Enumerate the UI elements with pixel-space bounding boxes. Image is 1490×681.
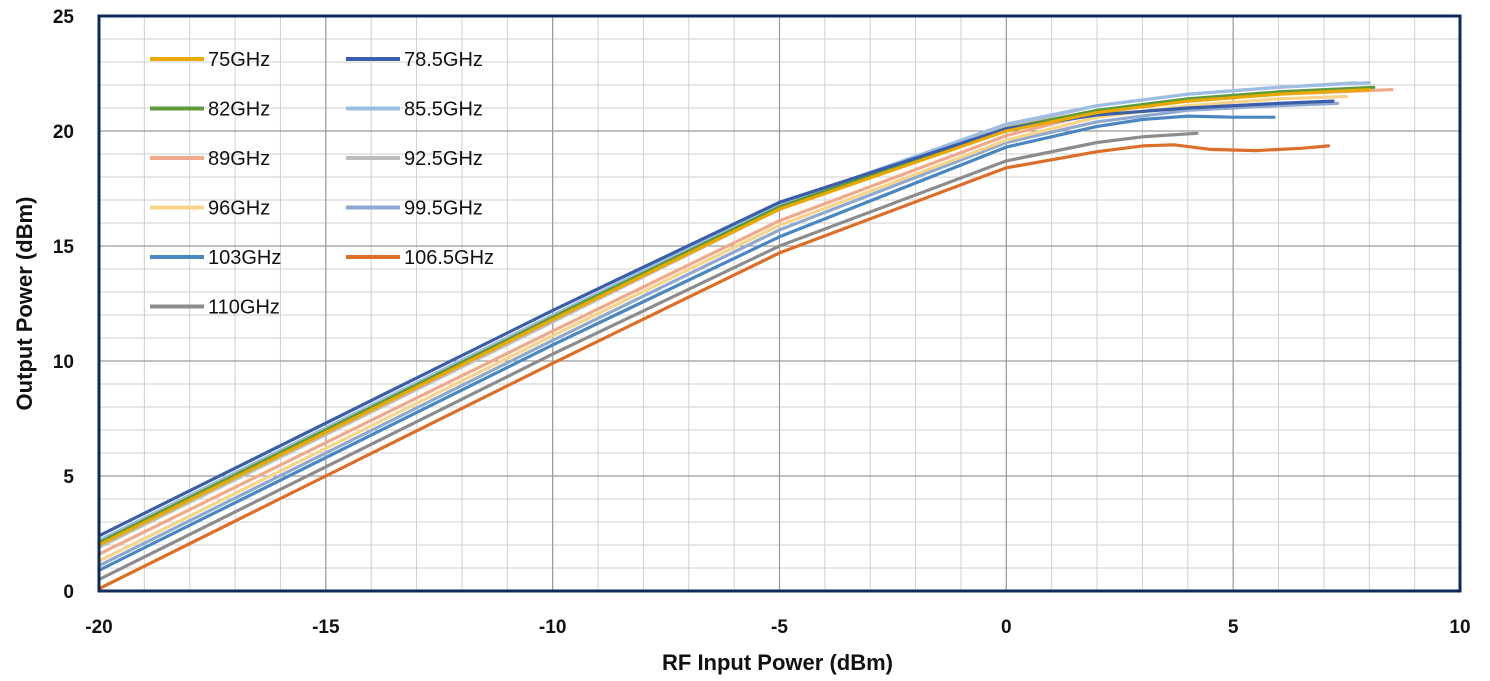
plot-area-frame [97,14,1462,593]
y-tick-label: 0 [63,582,74,603]
x-tick-label: 10 [1449,617,1470,638]
series-line-110GHz [97,131,1199,582]
legend-label: 75GHz [208,49,270,71]
legend-label: 96GHz [208,198,270,220]
series-line-96GHz [97,94,1349,563]
major-gridlines [98,15,1461,592]
legend-label: 78.5GHz [404,49,483,71]
series-line-85.5GHz [97,81,1371,542]
x-tick-label: 0 [1001,617,1012,638]
legend-label: 99.5GHz [404,198,483,220]
x-tick-label: -10 [539,617,566,638]
series-line-106.5GHz [97,143,1330,591]
series-line-75GHz [97,88,1371,547]
series-line-82GHz [97,85,1376,545]
y-tick-label: 25 [53,7,75,28]
y-tick-label: 15 [53,237,75,258]
y-axis-title: Output Power (dBm) [12,197,37,411]
legend-label: 82GHz [208,99,270,121]
legend-label: 85.5GHz [404,99,483,121]
series-line-99.5GHz [97,101,1340,568]
y-axis-tick-labels: 0 5 10 15 20 25 [53,7,75,603]
y-tick-label: 5 [63,467,74,488]
x-tick-label: 5 [1228,617,1239,638]
x-axis-title: RF Input Power (dBm) [662,650,893,675]
y-tick-label: 20 [53,122,74,143]
legend-label: 89GHz [208,148,270,170]
x-tick-label: -15 [312,617,340,638]
y-tick-label: 10 [53,352,74,373]
legend-label: 103GHz [208,247,281,269]
series-lines [97,81,1394,591]
x-tick-label: -5 [771,617,788,638]
x-axis-tick-labels: -20 -15 -10 -5 0 5 10 [85,617,1470,638]
legend-label: 106.5GHz [404,247,494,269]
legend-label: 110GHz [208,297,280,319]
x-tick-label: -20 [85,617,112,638]
legend-label: 92.5GHz [404,148,483,170]
series-line-103GHz [97,114,1276,572]
legend: 75GHz 78.5GHz 82GHz 85.5GHz 89GHz 92.5GHz 96GH… [150,49,494,319]
